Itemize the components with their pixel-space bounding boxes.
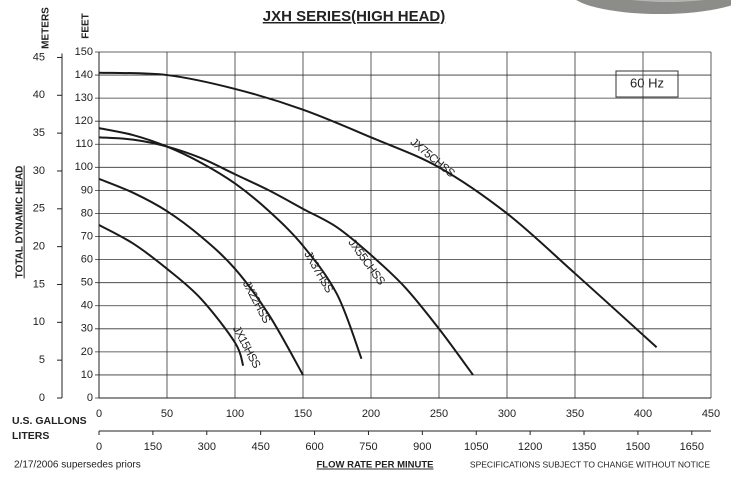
side-label: TOTAL DYNAMIC HEAD xyxy=(15,166,26,279)
chart-title: JXH SERIES(HIGH HEAD) xyxy=(263,8,446,25)
y-tick-label: 70 xyxy=(81,230,93,242)
y-tick-label: 40 xyxy=(81,300,93,312)
y2-tick-label: 25 xyxy=(33,203,45,215)
y2-tick-label: 35 xyxy=(33,127,45,139)
x2-tick-label: 750 xyxy=(359,441,377,453)
x-tick-label: 50 xyxy=(161,408,173,420)
x-tick-label: 350 xyxy=(566,408,584,420)
x2-axis-label: LITERS xyxy=(12,430,49,442)
x2-tick-label: 300 xyxy=(198,441,216,453)
y-tick-label: 90 xyxy=(81,184,93,196)
y2-tick-label: 20 xyxy=(33,241,45,253)
curve-label: JX55CHSS xyxy=(345,237,387,288)
x2-tick-label: 600 xyxy=(305,441,323,453)
y-axis-label: FEET xyxy=(81,13,92,39)
y2-tick-label: 45 xyxy=(33,51,45,63)
x2-tick-label: 1200 xyxy=(518,441,542,453)
y-tick-label: 20 xyxy=(81,346,93,358)
x2-tick-label: 150 xyxy=(144,441,162,453)
y2-tick-label: 10 xyxy=(33,316,45,328)
footnote: 2/17/2006 supersedes priors xyxy=(14,460,141,471)
x2-tick-label: 1050 xyxy=(464,441,488,453)
curve-label: JX75CHSS xyxy=(408,136,457,180)
chart: JXH SERIES(HIGH HEAD) METERS FEET TOTAL … xyxy=(0,0,731,478)
x-tick-label: 200 xyxy=(362,408,380,420)
frequency-label: 60 Hz xyxy=(630,75,664,90)
y-tick-label: 120 xyxy=(75,115,93,127)
x-tick-label: 300 xyxy=(498,408,516,420)
y2-tick-label: 5 xyxy=(39,354,45,366)
y2-tick-label: 40 xyxy=(33,89,45,101)
pump-curve xyxy=(99,128,361,359)
page: JXH SERIES(HIGH HEAD) METERS FEET TOTAL … xyxy=(0,0,731,478)
x-tick-label: 150 xyxy=(294,408,312,420)
x-tick-label: 250 xyxy=(430,408,448,420)
y-tick-label: 110 xyxy=(75,138,93,150)
x-tick-label: 400 xyxy=(634,408,652,420)
pump-curve xyxy=(99,225,243,366)
y-tick-label: 150 xyxy=(75,46,93,58)
x2-tick-label: 1650 xyxy=(680,441,704,453)
x-tick-label: 0 xyxy=(96,408,102,420)
pump-curve xyxy=(99,137,473,375)
x2-tick-label: 0 xyxy=(96,441,102,453)
y-tick-label: 100 xyxy=(75,161,93,173)
y-tick-label: 60 xyxy=(81,254,93,266)
pump-curve xyxy=(99,179,303,375)
x-title: FLOW RATE PER MINUTE xyxy=(317,460,434,471)
y2-axis-label: METERS xyxy=(41,7,52,49)
curve-label: JX22HSS xyxy=(240,279,272,326)
y-tick-label: 140 xyxy=(75,69,93,81)
y2-tick-label: 30 xyxy=(33,165,45,177)
curve-label: JX37HSS xyxy=(301,249,335,295)
y-tick-label: 80 xyxy=(81,207,93,219)
x-tick-label: 450 xyxy=(702,408,720,420)
x2-tick-label: 900 xyxy=(413,441,431,453)
x-tick-label: 100 xyxy=(226,408,244,420)
y2-tick-label: 0 xyxy=(39,392,45,404)
y-tick-label: 0 xyxy=(87,392,93,404)
x2-tick-label: 450 xyxy=(251,441,269,453)
y-tick-label: 50 xyxy=(81,277,93,289)
x2-tick-label: 1350 xyxy=(572,441,596,453)
y2-tick-label: 15 xyxy=(33,278,45,290)
x2-tick-label: 1500 xyxy=(626,441,650,453)
y-tick-label: 130 xyxy=(75,92,93,104)
y-tick-label: 30 xyxy=(81,323,93,335)
footnote: SPECIFICATIONS SUBJECT TO CHANGE WITHOUT… xyxy=(470,459,710,469)
pump-image xyxy=(570,0,731,14)
y-tick-label: 10 xyxy=(81,369,93,381)
x-axis-label: U.S. GALLONS xyxy=(12,415,87,427)
